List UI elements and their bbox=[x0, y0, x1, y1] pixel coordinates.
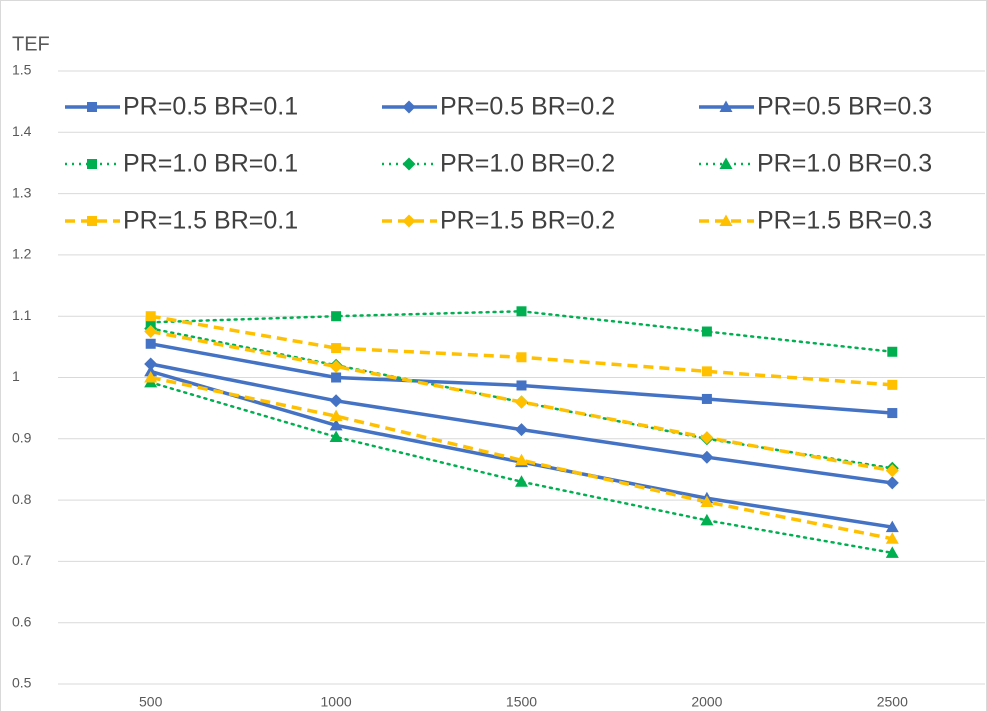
marker bbox=[329, 359, 343, 373]
legend-label: PR=1.0 BR=0.2 bbox=[440, 150, 615, 178]
marker bbox=[701, 366, 712, 377]
x-tick-label: 1000 bbox=[321, 694, 352, 710]
marker bbox=[144, 357, 158, 371]
legend-label: PR=1.0 BR=0.1 bbox=[123, 150, 298, 178]
marker bbox=[402, 214, 416, 228]
y-tick-label: 1.2 bbox=[12, 246, 32, 262]
marker bbox=[887, 379, 898, 390]
marker bbox=[700, 431, 714, 445]
marker bbox=[402, 157, 416, 171]
marker bbox=[329, 409, 343, 422]
marker bbox=[700, 450, 714, 464]
x-tick-label: 2000 bbox=[691, 694, 722, 710]
legend-label: PR=0.5 BR=0.3 bbox=[757, 93, 932, 121]
marker bbox=[329, 418, 343, 431]
marker bbox=[145, 311, 156, 322]
legend-label: PR=1.5 BR=0.2 bbox=[440, 207, 615, 235]
marker bbox=[515, 453, 528, 466]
marker bbox=[402, 100, 416, 114]
marker bbox=[701, 326, 712, 337]
marker bbox=[516, 306, 527, 317]
legend-label: PR=0.5 BR=0.1 bbox=[123, 93, 298, 121]
marker bbox=[329, 394, 343, 408]
marker bbox=[331, 372, 342, 383]
marker bbox=[515, 395, 528, 409]
series-line bbox=[150, 375, 893, 541]
marker bbox=[885, 532, 899, 544]
x-tick-label: 2500 bbox=[877, 694, 908, 710]
marker bbox=[87, 159, 97, 169]
marker bbox=[516, 380, 527, 391]
marker bbox=[87, 102, 97, 112]
marker bbox=[144, 371, 158, 383]
legend-label: PR=1.0 BR=0.3 bbox=[757, 150, 932, 178]
marker bbox=[719, 100, 733, 112]
legend-label: PR=1.5 BR=0.1 bbox=[123, 207, 298, 235]
marker bbox=[885, 520, 899, 533]
x-tick-label: 1500 bbox=[506, 694, 537, 710]
marker bbox=[719, 214, 733, 226]
marker bbox=[887, 408, 898, 419]
y-tick-label: 1.4 bbox=[12, 123, 32, 139]
marker bbox=[701, 393, 712, 404]
marker bbox=[144, 364, 158, 377]
marker bbox=[515, 475, 528, 487]
marker bbox=[145, 338, 156, 349]
y-tick-label: 0.9 bbox=[12, 430, 32, 446]
y-tick-label: 1.5 bbox=[12, 62, 32, 78]
marker bbox=[887, 346, 898, 357]
y-tick-label: 0.8 bbox=[12, 491, 32, 507]
x-tick-label: 500 bbox=[139, 694, 163, 710]
marker bbox=[329, 430, 343, 442]
y-tick-label: 1 bbox=[12, 368, 20, 384]
y-axis-label: TEF bbox=[12, 33, 50, 55]
marker bbox=[331, 311, 342, 322]
marker bbox=[516, 352, 527, 363]
marker bbox=[331, 343, 342, 354]
y-tick-label: 0.6 bbox=[12, 613, 32, 629]
marker bbox=[144, 325, 158, 339]
legend-label: PR=0.5 BR=0.2 bbox=[440, 93, 615, 121]
y-tick-label: 0.5 bbox=[12, 675, 32, 691]
marker bbox=[885, 546, 899, 558]
marker bbox=[515, 423, 528, 437]
marker bbox=[87, 216, 97, 226]
marker bbox=[700, 513, 714, 526]
y-tick-label: 1.1 bbox=[12, 307, 32, 323]
legend-label: PR=1.5 BR=0.3 bbox=[757, 207, 932, 235]
marker bbox=[719, 157, 733, 169]
y-tick-label: 1.3 bbox=[12, 184, 32, 200]
marker bbox=[885, 476, 899, 490]
marker bbox=[700, 495, 714, 507]
marker bbox=[885, 464, 899, 478]
y-tick-label: 0.7 bbox=[12, 552, 32, 568]
